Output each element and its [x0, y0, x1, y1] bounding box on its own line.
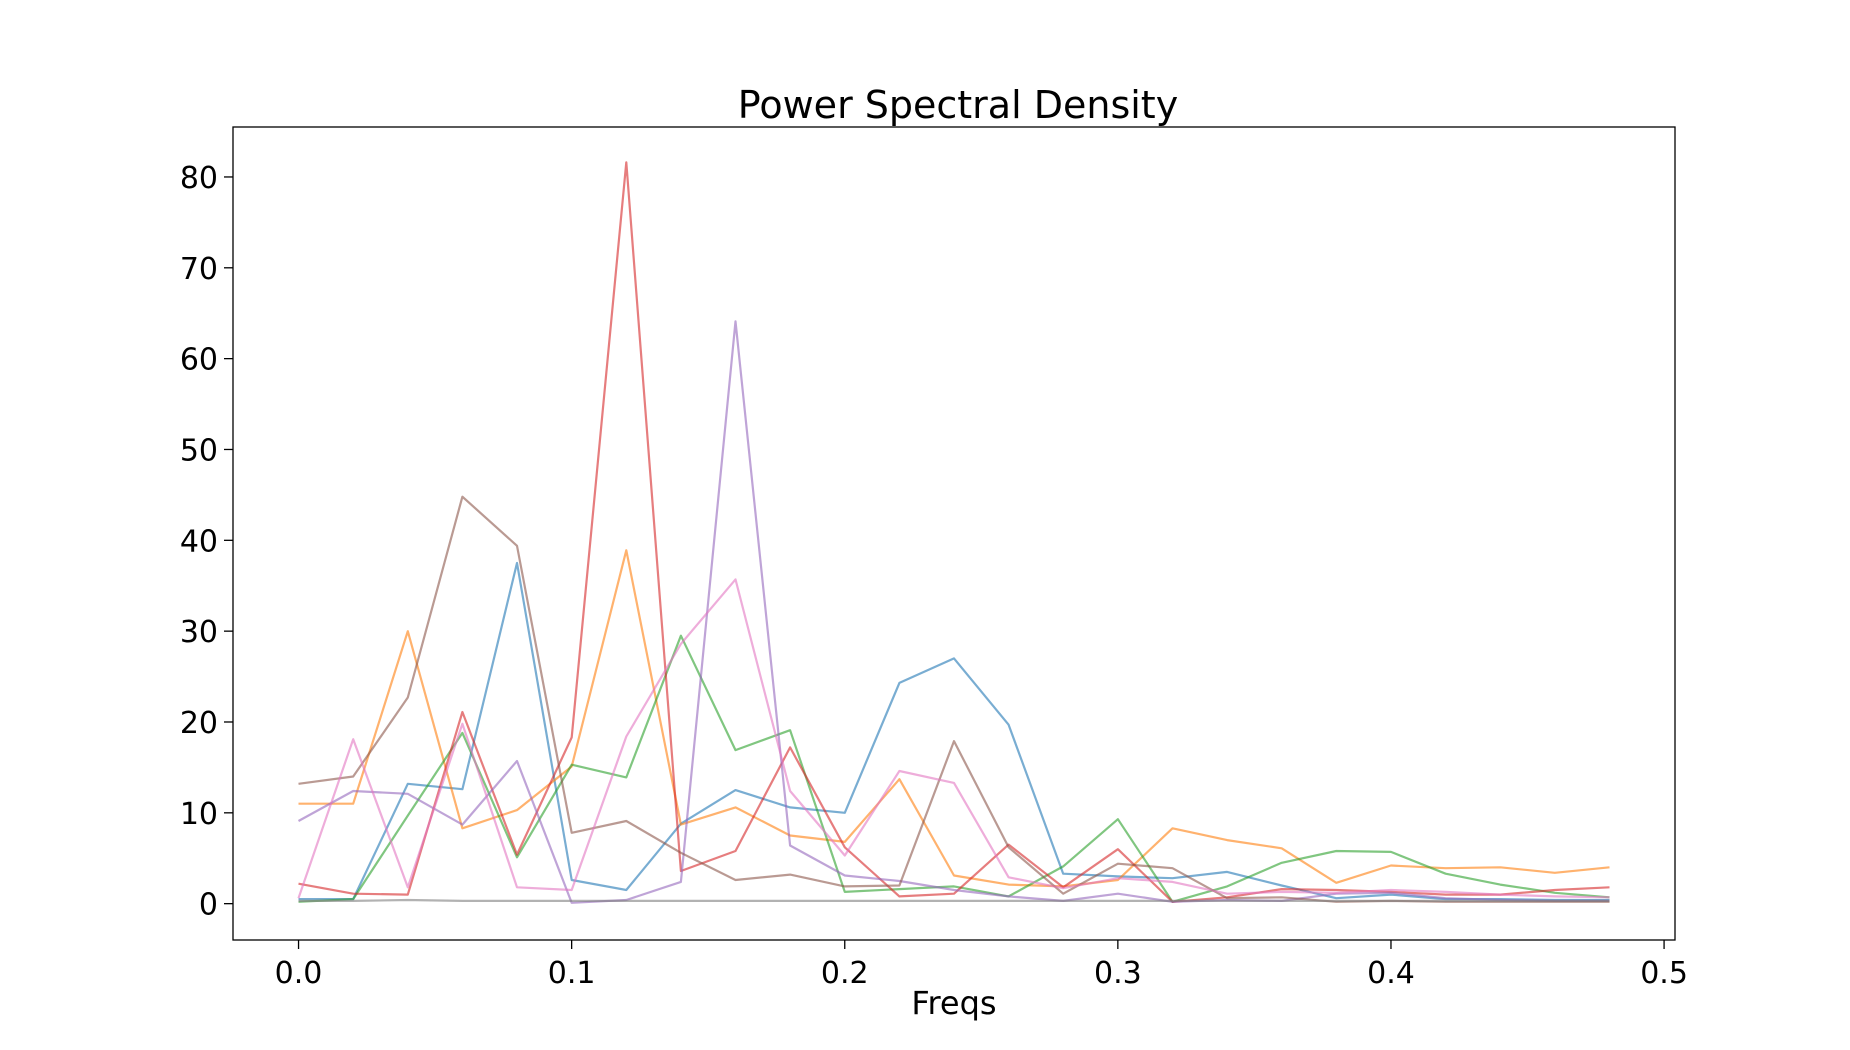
x-tick-label: 0.4: [1367, 956, 1415, 991]
y-tick-label: 50: [180, 433, 218, 468]
series-line-5: [297, 320, 1610, 904]
series-line-7: [297, 578, 1610, 899]
y-tick-label: 70: [180, 252, 218, 287]
series-line-8: [298, 898, 1610, 903]
x-axis-label: Freqs: [911, 984, 996, 1022]
y-axis: 0 10 20 30 40 50 60 70 80: [180, 161, 233, 923]
y-tick-label: 80: [180, 161, 218, 196]
series-lines: [297, 161, 1610, 904]
x-tick-label: 0.5: [1640, 956, 1688, 991]
series-line-3: [298, 634, 1610, 903]
y-tick-label: 30: [180, 615, 218, 650]
series-line-1: [298, 561, 1610, 902]
series-line-2: [298, 549, 1610, 888]
plot-frame: [232, 126, 1676, 941]
y-tick-label: 10: [180, 797, 218, 832]
series-line-4: [298, 161, 1610, 903]
x-axis: 0.0 0.1 0.2 0.3 0.4 0.5: [275, 940, 1688, 991]
y-tick-label: 20: [180, 706, 218, 741]
x-tick-label: 0.0: [275, 956, 323, 991]
chart-title: Power Spectral Density: [738, 83, 1178, 127]
y-tick-label: 60: [180, 343, 218, 378]
x-tick-label: 0.1: [548, 956, 596, 991]
y-tick-label: 0: [199, 888, 218, 923]
x-tick-label: 0.2: [821, 956, 869, 991]
series-line-6: [298, 495, 1610, 903]
y-tick-label: 40: [180, 524, 218, 559]
x-tick-label: 0.3: [1094, 956, 1142, 991]
